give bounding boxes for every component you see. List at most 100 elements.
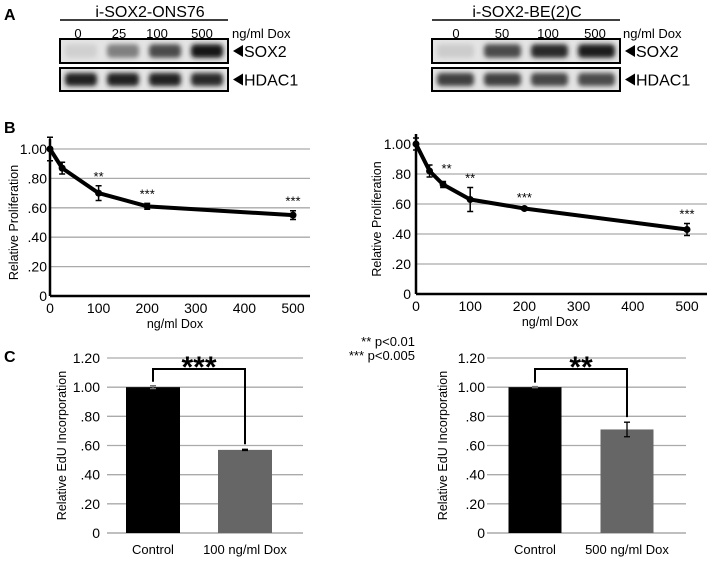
significance-stars: *** — [285, 194, 300, 209]
blot-frame — [431, 67, 621, 92]
blot-row-label: SOX2 — [244, 44, 287, 61]
dose-unit-label: ng/ml Dox — [623, 26, 682, 41]
y-tick-label: .40 — [466, 467, 486, 483]
dose-label: 500 — [191, 26, 213, 41]
blot-membrane — [60, 68, 228, 91]
blot-frame — [59, 67, 229, 92]
bar — [126, 387, 180, 533]
significance-stars: ** — [569, 351, 593, 384]
y-tick-label: .60 — [81, 438, 101, 454]
error-bar — [532, 385, 538, 389]
y-tick-label: 1.00 — [458, 379, 485, 395]
dose-label: 0 — [74, 26, 81, 41]
y-axis-label: Relative EdU Incorporation — [436, 371, 450, 520]
blot-band — [484, 44, 521, 58]
dose-label: 50 — [495, 26, 509, 41]
dose-unit-label: ng/ml Dox — [232, 26, 291, 41]
y-axis-label: Relative Proliferation — [7, 165, 21, 280]
blot-band — [65, 44, 97, 58]
blot-band — [484, 73, 521, 86]
y-axis-label: Relative Proliferation — [370, 161, 384, 276]
y-tick-label: .20 — [81, 496, 101, 512]
blot-row-sox2: SOX2 — [431, 38, 679, 64]
category-label: 100 ng/ml Dox — [203, 542, 287, 557]
bar — [218, 449, 272, 533]
blot-row-hdac1: HDAC1 — [431, 67, 690, 92]
blot-title: i-SOX2-BE(2)C — [472, 4, 581, 21]
y-tick-label: 0 — [39, 288, 47, 304]
data-point — [95, 189, 103, 197]
x-tick-label: 500 — [675, 298, 699, 314]
data-point — [520, 205, 528, 212]
y-tick-label: .20 — [466, 496, 486, 512]
blot-band — [531, 44, 568, 58]
y-tick-label: 0 — [477, 525, 485, 541]
error-bar — [150, 385, 156, 390]
y-tick-label: .80 — [392, 166, 412, 182]
error-bar — [624, 421, 630, 438]
y-tick-label: 1.20 — [73, 350, 100, 366]
y-tick-label: 1.20 — [458, 350, 485, 366]
y-tick-label: 0 — [403, 286, 411, 302]
y-tick-label: .80 — [28, 170, 48, 186]
x-axis-label: ng/ml Dox — [147, 317, 204, 331]
dose-label: 500 — [584, 26, 606, 41]
blot-frame — [431, 38, 621, 64]
blot-band — [191, 73, 223, 86]
proliferation-chart-0: 0 .20 .40 .60 .80 1.00 Relative Proliferation 0… — [7, 136, 310, 331]
legend-p0005: *** p<0.005 — [349, 348, 415, 363]
y-tick-label: .20 — [28, 259, 48, 275]
blot-band — [531, 73, 568, 86]
x-tick-label: 100 — [87, 300, 111, 316]
y-tick-label: .80 — [81, 408, 101, 424]
blot-band — [578, 44, 615, 58]
y-tick-label: 1.00 — [20, 141, 47, 157]
edu-chart-2: 0 .20 .40 .60 .80 1.00 1.20 Relative EdU Incorp… — [55, 350, 303, 557]
arrow-left-icon — [233, 73, 243, 86]
data-point — [58, 164, 66, 172]
blot-frame — [59, 38, 229, 64]
blot-band — [107, 73, 139, 86]
x-tick-label: 400 — [621, 298, 645, 314]
blot-band — [578, 73, 615, 86]
blot-band — [65, 73, 97, 86]
arrow-left-icon — [625, 45, 635, 57]
blot-band — [149, 73, 181, 86]
panel-label-c: C — [4, 349, 16, 366]
blot-row-sox2: SOX2 — [59, 38, 287, 64]
y-tick-label: 0 — [92, 525, 100, 541]
x-tick-label: 0 — [412, 298, 420, 314]
blot-band — [191, 44, 223, 58]
significance-stars: *** — [140, 186, 155, 201]
y-tick-label: .60 — [28, 200, 48, 216]
dose-label: 100 — [537, 26, 559, 41]
category-label: Control — [132, 542, 174, 557]
y-axis-label: Relative EdU Incorporation — [55, 371, 69, 520]
panel-label-a: A — [4, 7, 16, 24]
significance-stars: ** — [94, 169, 104, 184]
significance-bracket — [534, 368, 628, 418]
edu-chart-3: 0 .20 .40 .60 .80 1.00 1.20 Relative EdU Incorp… — [436, 350, 686, 557]
legend-p001: ** p<0.01 — [361, 334, 415, 349]
blot-band — [437, 73, 474, 86]
blot-row-hdac1: HDAC1 — [59, 67, 298, 92]
data-point — [683, 226, 691, 233]
x-tick-label: 300 — [567, 298, 591, 314]
arrow-left-icon — [625, 73, 635, 86]
blot-band — [149, 44, 181, 58]
bar — [508, 387, 562, 533]
bar — [600, 429, 654, 533]
data-line — [414, 143, 688, 232]
y-tick-label: .40 — [392, 226, 412, 242]
significance-stars: *** — [517, 190, 532, 205]
x-tick-label: 500 — [281, 300, 305, 316]
dose-label: 0 — [452, 26, 459, 41]
data-line — [48, 147, 294, 218]
x-axis-label: ng/ml Dox — [522, 315, 579, 329]
category-label: 500 ng/ml Dox — [585, 542, 669, 557]
category-label: Control — [514, 542, 556, 557]
significance-stars: *** — [679, 207, 694, 222]
data-point — [466, 196, 474, 203]
error-bar — [242, 448, 248, 452]
